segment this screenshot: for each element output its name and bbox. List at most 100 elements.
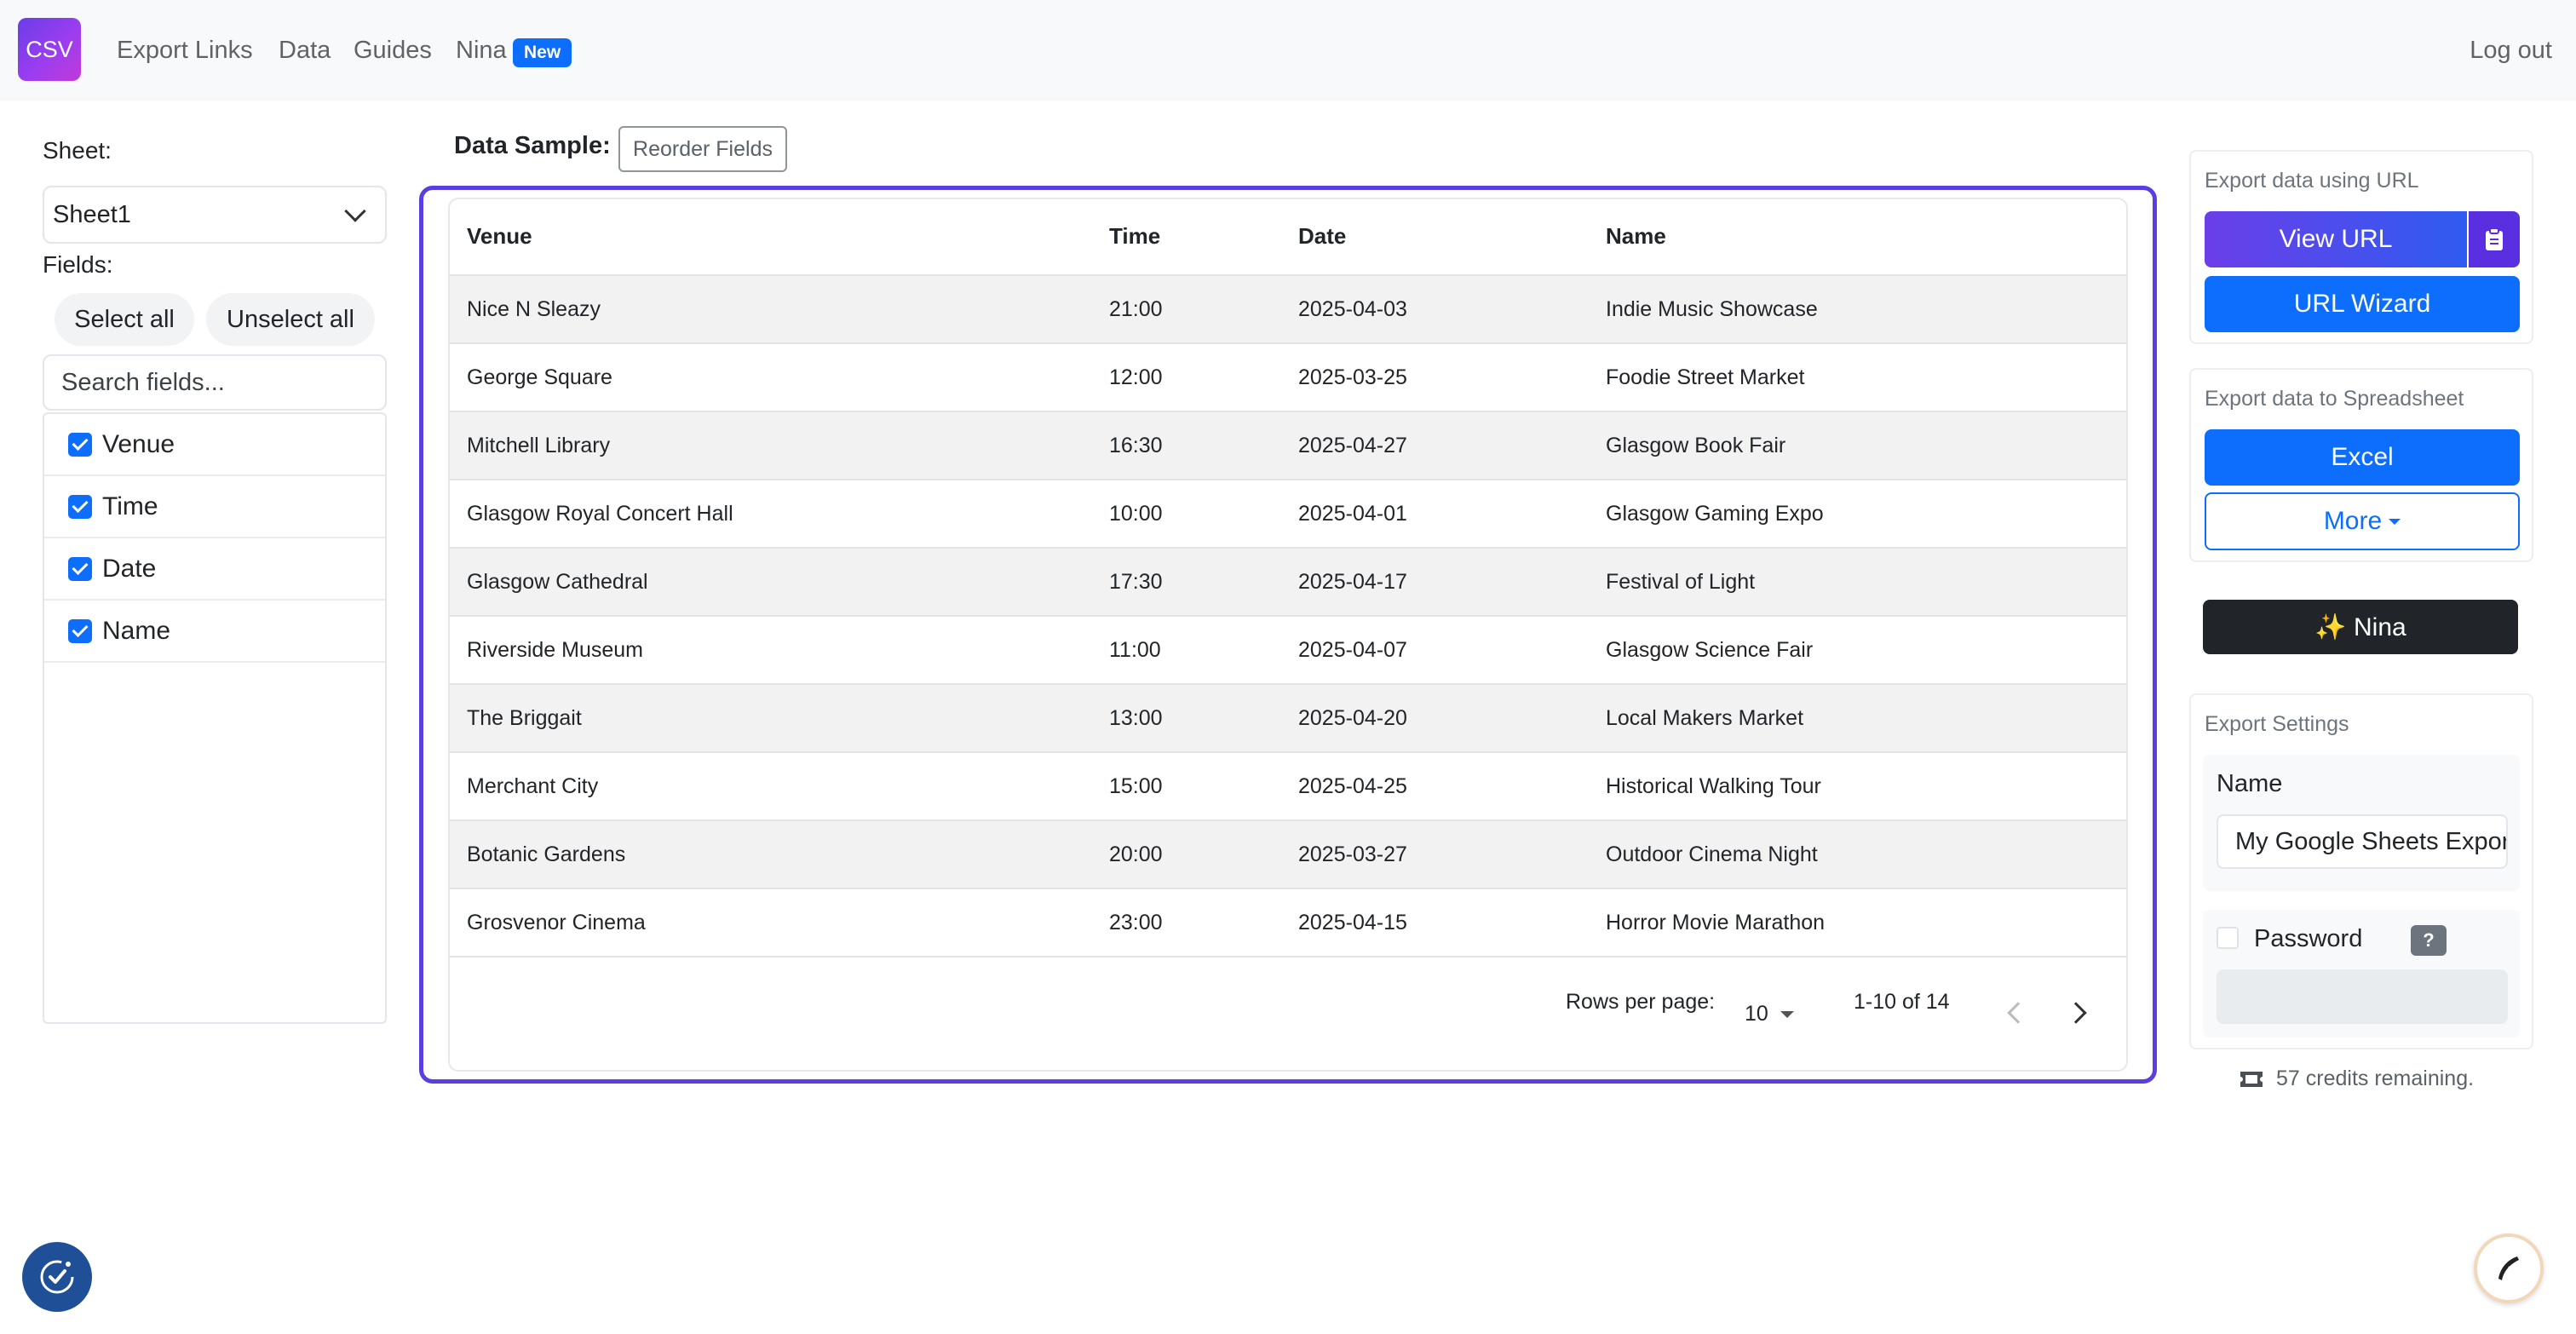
brand-logo-text: CSV bbox=[26, 36, 73, 62]
excel-button[interactable]: Excel bbox=[2205, 429, 2520, 486]
view-url-button[interactable]: View URL bbox=[2205, 211, 2467, 267]
field-item-name[interactable]: Name bbox=[44, 601, 385, 663]
cell-name: Local Makers Market bbox=[1606, 705, 1804, 730]
feather-icon bbox=[2498, 1256, 2519, 1280]
cell-venue: George Square bbox=[467, 365, 612, 389]
fields-list: Venue Time Date Name bbox=[43, 412, 387, 1024]
name-checkbox[interactable] bbox=[68, 618, 92, 643]
data-sample-label: Data Sample: bbox=[454, 132, 611, 159]
sheet-select[interactable]: Sheet1 bbox=[43, 186, 387, 244]
unselect-all-button[interactable]: Unselect all bbox=[206, 293, 375, 346]
pagination-range: 1-10 of 14 bbox=[1854, 990, 1950, 1014]
next-page-icon[interactable] bbox=[2065, 1002, 2087, 1024]
cell-time: 15:00 bbox=[1109, 773, 1163, 798]
data-table: Venue Time Date Name Nice N Sleazy 21:00 2… bbox=[448, 198, 2128, 1072]
caret-down-icon bbox=[2389, 518, 2401, 525]
column-header-name[interactable]: Name bbox=[1606, 222, 1666, 249]
credits-remaining: 57 credits remaining. bbox=[2239, 1067, 2474, 1091]
cell-venue: The Briggait bbox=[467, 705, 582, 730]
venue-checkbox[interactable] bbox=[68, 432, 92, 457]
brand-logo[interactable]: CSV bbox=[18, 18, 81, 81]
cell-time: 11:00 bbox=[1109, 637, 1161, 662]
cell-venue: Riverside Museum bbox=[467, 637, 644, 662]
table-row[interactable]: Riverside Museum 11:00 2025-04-07 Glasgow S… bbox=[450, 615, 2126, 683]
cell-venue: Glasgow Royal Concert Hall bbox=[467, 501, 733, 526]
password-label: Password bbox=[2254, 925, 2363, 952]
date-checkbox[interactable] bbox=[68, 556, 92, 581]
table-row[interactable]: Grosvenor Cinema 23:00 2025-04-15 Horror Mo… bbox=[450, 888, 2126, 956]
table-row[interactable]: George Square 12:00 2025-03-25 Foodie Stree… bbox=[450, 342, 2126, 411]
rows-per-page-select[interactable]: 10 bbox=[1745, 1002, 1794, 1026]
export-url-card: Export data using URL View URL URL Wizar… bbox=[2189, 150, 2533, 344]
cell-name: Outdoor Cinema Night bbox=[1606, 842, 1818, 866]
password-checkbox[interactable] bbox=[2217, 927, 2239, 949]
reorder-fields-button[interactable]: Reorder Fields bbox=[618, 126, 787, 172]
accessibility-button[interactable] bbox=[22, 1242, 92, 1312]
cell-date: 2025-04-17 bbox=[1298, 569, 1407, 594]
nina-button[interactable]: ✨ Nina bbox=[2203, 600, 2518, 654]
field-item-time[interactable]: Time bbox=[44, 476, 385, 538]
table-row[interactable]: The Briggait 13:00 2025-04-20 Local Makers … bbox=[450, 683, 2126, 751]
cell-time: 21:00 bbox=[1109, 296, 1163, 321]
caret-down-icon bbox=[1780, 1010, 1794, 1018]
search-fields-input[interactable]: Search fields... bbox=[43, 354, 387, 411]
select-all-button[interactable]: Select all bbox=[55, 293, 194, 346]
cell-venue: Mitchell Library bbox=[467, 433, 611, 457]
nav-guides[interactable]: Guides bbox=[354, 37, 432, 64]
more-label: More bbox=[2323, 507, 2383, 535]
cell-time: 10:00 bbox=[1109, 501, 1163, 526]
field-label: Name bbox=[102, 616, 171, 645]
sheet-label: Sheet: bbox=[43, 137, 112, 164]
name-setting: Name My Google Sheets Export bbox=[2203, 755, 2520, 891]
table-row[interactable]: Glasgow Royal Concert Hall 10:00 2025-04-0… bbox=[450, 479, 2126, 547]
field-label: Date bbox=[102, 554, 157, 583]
cell-time: 23:00 bbox=[1109, 910, 1163, 934]
cell-date: 2025-04-15 bbox=[1298, 910, 1407, 934]
fields-label: Fields: bbox=[43, 251, 113, 278]
nav-nina[interactable]: Nina bbox=[456, 37, 507, 64]
password-setting: Password ? bbox=[2203, 910, 2520, 1038]
cell-date: 2025-04-03 bbox=[1298, 296, 1407, 321]
cell-date: 2025-04-25 bbox=[1298, 773, 1407, 798]
column-header-time[interactable]: Time bbox=[1109, 222, 1161, 249]
table-row[interactable]: Mitchell Library 16:30 2025-04-27 Glasgow B… bbox=[450, 411, 2126, 479]
table-divider bbox=[450, 956, 2126, 957]
field-item-date[interactable]: Date bbox=[44, 538, 385, 601]
column-header-date[interactable]: Date bbox=[1298, 222, 1347, 249]
cell-time: 13:00 bbox=[1109, 705, 1163, 730]
time-checkbox[interactable] bbox=[68, 494, 92, 519]
field-item-venue[interactable]: Venue bbox=[44, 414, 385, 476]
cell-venue: Merchant City bbox=[467, 773, 599, 798]
export-spreadsheet-card: Export data to Spreadsheet Excel More bbox=[2189, 368, 2533, 562]
cell-venue: Glasgow Cathedral bbox=[467, 569, 648, 594]
rows-per-page-label: Rows per page: bbox=[1566, 990, 1716, 1014]
previous-page-icon[interactable] bbox=[2007, 1002, 2029, 1024]
more-dropdown-button[interactable]: More bbox=[2205, 492, 2520, 550]
help-icon[interactable]: ? bbox=[2411, 925, 2447, 956]
column-header-venue[interactable]: Venue bbox=[467, 222, 532, 249]
logout-link[interactable]: Log out bbox=[2470, 37, 2552, 64]
url-wizard-button[interactable]: URL Wizard bbox=[2205, 276, 2520, 332]
copy-url-button[interactable] bbox=[2469, 211, 2520, 267]
cell-date: 2025-03-27 bbox=[1298, 842, 1407, 866]
cell-name: Festival of Light bbox=[1606, 569, 1756, 594]
nav-export-links[interactable]: Export Links bbox=[117, 37, 253, 64]
new-badge: New bbox=[513, 38, 572, 67]
cell-venue: Grosvenor Cinema bbox=[467, 910, 646, 934]
export-url-title: Export data using URL bbox=[2205, 169, 2419, 193]
table-row[interactable]: Glasgow Cathedral 17:30 2025-04-17 Festival… bbox=[450, 547, 2126, 615]
field-label: Time bbox=[102, 492, 158, 520]
export-settings-card: Export Settings Name My Google Sheets Ex… bbox=[2189, 693, 2533, 1049]
table-row[interactable]: Botanic Gardens 20:00 2025-03-27 Outdoor Ci… bbox=[450, 819, 2126, 888]
table-row[interactable]: Nice N Sleazy 21:00 2025-04-03 Indie Music … bbox=[450, 274, 2126, 342]
password-input[interactable] bbox=[2217, 969, 2508, 1024]
table-row[interactable]: Merchant City 15:00 2025-04-25 Historical W… bbox=[450, 751, 2126, 819]
cell-date: 2025-03-25 bbox=[1298, 365, 1407, 389]
cell-name: Indie Music Showcase bbox=[1606, 296, 1818, 321]
cell-name: Historical Walking Tour bbox=[1606, 773, 1821, 798]
credits-text: 57 credits remaining. bbox=[2276, 1067, 2475, 1090]
nav-data[interactable]: Data bbox=[279, 37, 331, 64]
chat-widget-button[interactable] bbox=[2474, 1233, 2544, 1303]
cell-name: Foodie Street Market bbox=[1606, 365, 1805, 389]
export-name-input[interactable]: My Google Sheets Export bbox=[2217, 814, 2508, 869]
